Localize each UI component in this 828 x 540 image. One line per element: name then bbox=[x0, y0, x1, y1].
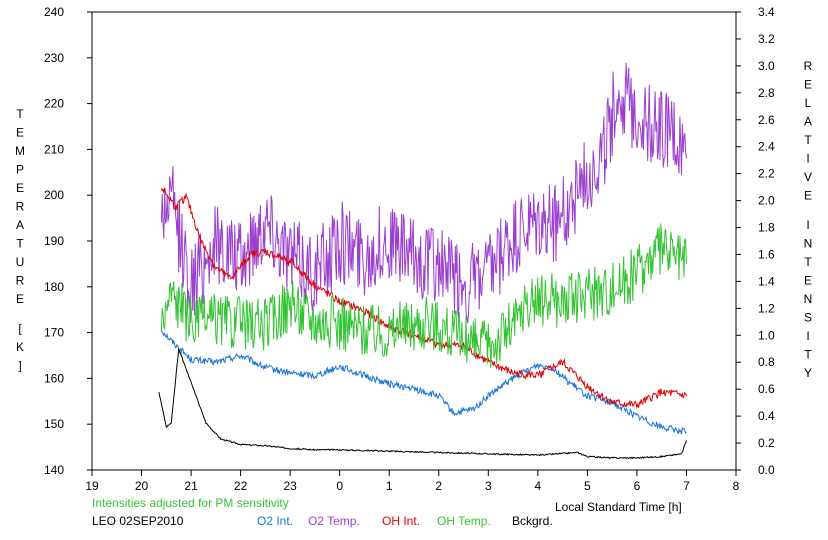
x-tick-label: 20 bbox=[135, 479, 149, 493]
axis-title-letter: [ bbox=[18, 322, 22, 336]
axis-title-letter: U bbox=[16, 255, 25, 269]
legend: O2 Int. O2 Temp. OH Int. OH Temp. Bckgrd. bbox=[257, 514, 553, 528]
axis-title-letter: N bbox=[804, 292, 813, 306]
y-right-tick-label: 0.2 bbox=[758, 436, 775, 450]
y-right-tick-label: 0.0 bbox=[758, 463, 775, 477]
axis-title-letter: R bbox=[804, 59, 813, 73]
axis-title-letter: N bbox=[804, 237, 813, 251]
y-right-tick-label: 0.8 bbox=[758, 355, 775, 369]
y-right-tick-label: 1.8 bbox=[758, 221, 775, 235]
legend-item: O2 Int. bbox=[257, 514, 293, 528]
y-right-tick-label: 3.2 bbox=[758, 32, 775, 46]
axis-title-letter: E bbox=[16, 292, 24, 306]
x-axis-label: Local Standard Time [h] bbox=[555, 500, 682, 514]
axis-title-letter: R bbox=[16, 200, 25, 214]
axis-title-letter: V bbox=[804, 170, 812, 184]
axis-title-letter: I bbox=[806, 152, 809, 166]
y-right-tick-label: 3.0 bbox=[758, 59, 775, 73]
y-right-tick-label: 2.8 bbox=[758, 86, 775, 100]
y-left-tick-label: 180 bbox=[44, 280, 64, 294]
plot-frame bbox=[91, 11, 737, 471]
y-left-tick-label: 190 bbox=[44, 234, 64, 248]
y-right-tick-label: 1.0 bbox=[758, 328, 775, 342]
y-left-tick-label: 170 bbox=[44, 326, 64, 340]
x-tick-label: 0 bbox=[336, 479, 343, 493]
y-left-tick-label: 220 bbox=[44, 97, 64, 111]
legend-item: Bckgrd. bbox=[512, 514, 553, 528]
axis-title-letter: P bbox=[16, 163, 24, 177]
axis-title-letter: L bbox=[805, 96, 812, 110]
x-tick-label: 5 bbox=[584, 479, 591, 493]
y-right-tick-label: 2.2 bbox=[758, 167, 775, 181]
axis-title-letter: M bbox=[15, 144, 25, 158]
axis-title-letter: A bbox=[804, 115, 812, 129]
y-right-tick-label: 0.4 bbox=[758, 409, 775, 423]
axis-title-letter: ] bbox=[18, 359, 21, 373]
x-tick-label: 6 bbox=[634, 479, 641, 493]
x-tick-label: 1 bbox=[386, 479, 393, 493]
y-right-tick-label: 1.4 bbox=[758, 274, 775, 288]
axis-title-letter: I bbox=[806, 218, 809, 232]
y-right-tick-label: 2.4 bbox=[758, 140, 775, 154]
y-right-tick-label: 0.6 bbox=[758, 382, 775, 396]
y-left-tick-label: 240 bbox=[44, 5, 64, 19]
y-right-tick-label: 3.4 bbox=[758, 5, 775, 19]
y-right-tick-label: 1.6 bbox=[758, 247, 775, 261]
axis-title-letter: T bbox=[804, 133, 812, 147]
axis-title-letter: R bbox=[16, 274, 25, 288]
x-tick-label: 7 bbox=[683, 479, 690, 493]
x-tick-label: 22 bbox=[234, 479, 248, 493]
axis-title-letter: I bbox=[806, 329, 809, 343]
legend-item: OH Int. bbox=[382, 514, 420, 528]
axis-title-letter: T bbox=[16, 107, 24, 121]
legend-item: O2 Temp. bbox=[308, 514, 360, 528]
axis-title-letter: S bbox=[804, 311, 812, 325]
axis-title-letter: E bbox=[804, 189, 812, 203]
y-left-tick-label: 140 bbox=[44, 463, 64, 477]
x-tick-label: 8 bbox=[733, 479, 740, 493]
x-tick-label: 23 bbox=[283, 479, 297, 493]
axis-title-letter: E bbox=[804, 78, 812, 92]
series-line-o2-temp bbox=[160, 62, 687, 324]
x-tick-label: 21 bbox=[184, 479, 198, 493]
y-left-tick-label: 160 bbox=[44, 371, 64, 385]
axis-title-letter: E bbox=[804, 274, 812, 288]
y-right-tick-label: 1.2 bbox=[758, 301, 775, 315]
y-left-tick-label: 200 bbox=[44, 188, 64, 202]
axis-title-letter: A bbox=[16, 218, 24, 232]
y-left-tick-label: 230 bbox=[44, 51, 64, 65]
axis-title-letter: T bbox=[804, 255, 812, 269]
series-line-oh-int bbox=[160, 187, 687, 410]
y-left-tick-label: 210 bbox=[44, 142, 64, 156]
axis-title-letter: T bbox=[804, 348, 812, 362]
x-tick-label: 2 bbox=[435, 479, 442, 493]
y-left-tick-label: 150 bbox=[44, 417, 64, 431]
x-tick-label: 19 bbox=[85, 479, 99, 493]
series-layer bbox=[158, 62, 687, 460]
axis-layer: 19 20 21 22 23 0 1 2 3 4 5 6 7 8140150160170180190200… bbox=[44, 5, 775, 493]
axis-title-letter: E bbox=[16, 126, 24, 140]
axis-title-letter: E bbox=[16, 181, 24, 195]
series-line-oh-temp bbox=[160, 223, 687, 369]
axis-title-letter: K bbox=[16, 340, 24, 354]
axis-title-letter: T bbox=[16, 237, 24, 251]
axis-title-letter: Y bbox=[804, 366, 812, 380]
x-tick-label: 3 bbox=[485, 479, 492, 493]
y-right-tick-label: 2.0 bbox=[758, 194, 775, 208]
sensitivity-note: Intensities adjusted for PM sensitivity bbox=[92, 496, 289, 510]
x-tick-label: 4 bbox=[535, 479, 542, 493]
legend-item: OH Temp. bbox=[437, 514, 491, 528]
station-label: LEO 02SEP2010 bbox=[92, 514, 184, 528]
series-line-bckgrd bbox=[158, 348, 687, 460]
y-right-tick-label: 2.6 bbox=[758, 113, 775, 127]
